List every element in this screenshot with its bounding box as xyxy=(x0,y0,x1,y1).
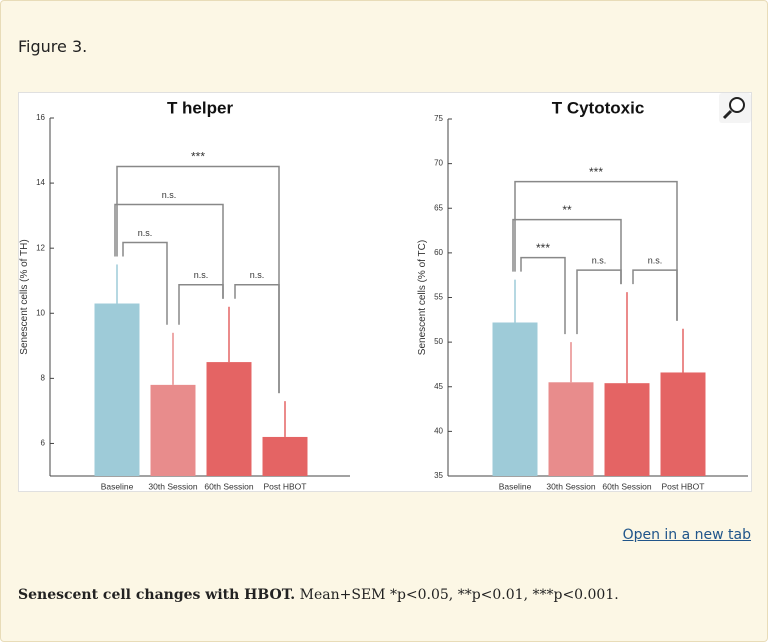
significance-bracket xyxy=(116,165,280,394)
significance-bracket xyxy=(122,241,168,325)
figure-label: Figure 3. xyxy=(18,37,88,56)
significance-label: n.s. xyxy=(138,228,153,238)
y-axis-label: Senescent cells (% of TC) xyxy=(417,240,428,355)
caption-bold: Senescent cell changes with HBOT. xyxy=(18,587,296,603)
caption: Senescent cell changes with HBOT. Mean+S… xyxy=(18,587,619,603)
bar xyxy=(262,436,308,476)
significance-label: n.s. xyxy=(592,256,607,266)
y-tick-label: 55 xyxy=(434,293,443,302)
y-tick-label: 35 xyxy=(434,471,443,480)
x-tick-label: 60th Session xyxy=(204,481,253,491)
significance-bracket xyxy=(114,203,224,299)
y-tick-label: 8 xyxy=(41,373,46,382)
x-tick-label: 60th Session xyxy=(602,481,651,491)
figure: T helper Senescent cells (% of TH) 6 8 10 12 1… xyxy=(18,92,752,492)
y-tick-label: 16 xyxy=(36,113,45,122)
significance-label: n.s. xyxy=(162,190,177,200)
x-tick-label: 30th Session xyxy=(148,481,197,491)
y-tick-label: 6 xyxy=(41,439,46,448)
y-tick-label: 75 xyxy=(434,114,443,123)
x-tick-label: Baseline xyxy=(101,481,134,491)
significance-label: *** xyxy=(536,241,550,255)
chart-title: T helper xyxy=(167,98,234,117)
y-tick-label: 45 xyxy=(434,382,443,391)
y-tick-label: 40 xyxy=(434,426,443,435)
y-tick-label: 60 xyxy=(434,248,443,257)
x-tick-label: Post HBOT xyxy=(264,481,307,491)
figure-svg: T helper Senescent cells (% of TH) 6 8 10 12 1… xyxy=(19,93,751,491)
y-tick-label: 12 xyxy=(36,243,45,252)
significance-bracket xyxy=(520,256,566,335)
significance-bracket xyxy=(514,180,678,321)
significance-label: *** xyxy=(589,165,603,179)
y-tick-label: 50 xyxy=(434,337,443,346)
x-tick-label: 30th Session xyxy=(546,481,595,491)
zoom-icon[interactable] xyxy=(719,93,751,123)
significance-label: ** xyxy=(562,203,572,217)
caption-text: Mean+SEM *p<0.05, **p<0.01, ***p<0.001. xyxy=(295,587,619,603)
significance-label: n.s. xyxy=(250,270,265,280)
y-tick-label: 10 xyxy=(36,308,45,317)
bar xyxy=(604,383,650,476)
y-tick-label: 65 xyxy=(434,203,443,212)
significance-label: n.s. xyxy=(194,270,209,280)
bar xyxy=(94,303,140,476)
significance-bracket xyxy=(512,218,622,285)
open-link[interactable]: Open in a new tab xyxy=(622,527,751,543)
x-tick-label: Post HBOT xyxy=(662,481,705,491)
bar xyxy=(206,362,252,476)
y-tick-label: 70 xyxy=(434,159,443,168)
significance-bracket xyxy=(178,284,224,325)
significance-bracket xyxy=(576,269,622,335)
bar xyxy=(548,382,594,476)
y-axis-label: Senescent cells (% of TH) xyxy=(19,239,30,354)
significance-label: n.s. xyxy=(648,256,663,266)
x-tick-label: Baseline xyxy=(499,481,532,491)
y-tick-label: 14 xyxy=(36,178,45,187)
significance-bracket xyxy=(632,269,678,321)
significance-label: *** xyxy=(191,150,205,164)
chart-title: T Cytotoxic xyxy=(552,98,645,117)
bar xyxy=(660,372,706,476)
bar xyxy=(150,384,196,476)
bar xyxy=(492,322,538,476)
